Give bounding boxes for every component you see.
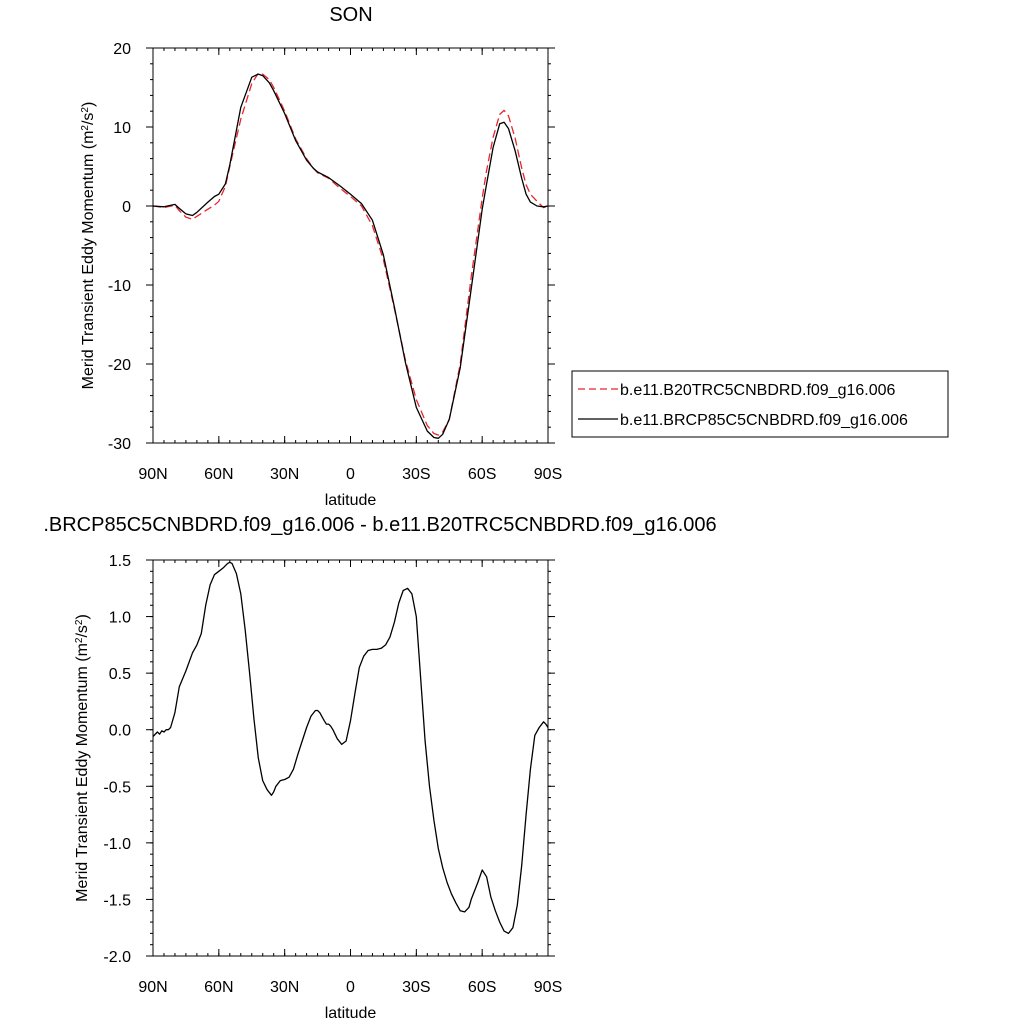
axis-ticks: 90N 60N 30N 0 30S 60S 90S 20 10 0 -10 -20 -30 bbox=[108, 41, 562, 483]
x-tick-label: 30S bbox=[402, 466, 430, 483]
x-tick-label: 30N bbox=[270, 979, 299, 996]
y-axis-label: Merid Transient Eddy Momentum (m2/s2) bbox=[74, 614, 92, 902]
y-tick-label: 20 bbox=[113, 41, 131, 58]
series-line-1 bbox=[152, 561, 549, 935]
x-tick-label: 90S bbox=[534, 466, 562, 483]
bottom-chart: .BRCP85C5CNBDRD.f09_g16.006 - b.e11.B20T… bbox=[43, 514, 716, 1022]
x-tick-label: 90S bbox=[534, 979, 562, 996]
chart-title: .BRCP85C5CNBDRD.f09_g16.006 - b.e11.B20T… bbox=[43, 514, 716, 536]
x-tick-label: 60N bbox=[204, 979, 233, 996]
x-tick-label: 30N bbox=[270, 466, 299, 483]
y-tick-label: -30 bbox=[108, 436, 131, 453]
y-tick-label: -20 bbox=[108, 357, 131, 374]
x-tick-label: 0 bbox=[346, 979, 355, 996]
y-tick-label: -10 bbox=[108, 278, 131, 295]
top-chart: SON 90N 60N 30N 0 30S 60S 90S 20 10 0 -10 -20 -30 la… bbox=[80, 4, 949, 509]
axis-ticks: 90N 60N 30N 0 30S 60S 90S 1.5 1.0 0.5 0.0 -0.5 -1.0 -… bbox=[103, 553, 562, 996]
chart-title: SON bbox=[329, 4, 372, 26]
x-tick-label: 90N bbox=[138, 979, 167, 996]
series-line-2 bbox=[152, 73, 549, 439]
x-tick-label: 60N bbox=[204, 466, 233, 483]
x-tick-label: 60S bbox=[468, 979, 496, 996]
x-axis-label: latitude bbox=[325, 1005, 377, 1022]
y-tick-label: 10 bbox=[113, 120, 131, 137]
x-tick-label: 30S bbox=[402, 979, 430, 996]
y-tick-label: 0.0 bbox=[109, 723, 131, 740]
series-lines bbox=[152, 561, 549, 935]
y-axis-label: Merid Transient Eddy Momentum (m2/s2) bbox=[80, 102, 98, 390]
y-tick-label: -0.5 bbox=[103, 779, 131, 796]
y-tick-label: 1.5 bbox=[109, 553, 131, 570]
x-tick-label: 90N bbox=[138, 466, 167, 483]
x-tick-label: 0 bbox=[346, 466, 355, 483]
y-tick-label: 0 bbox=[122, 199, 131, 216]
plot-frame bbox=[152, 559, 549, 957]
plot-frame bbox=[152, 47, 549, 444]
x-tick-label: 60S bbox=[468, 466, 496, 483]
y-tick-label: 1.0 bbox=[109, 610, 131, 627]
y-tick-label: 0.5 bbox=[109, 666, 131, 683]
legend: b.e11.B20TRC5CNBDRD.f09_g16.006 b.e11.BR… bbox=[571, 370, 949, 438]
series-lines bbox=[152, 72, 549, 439]
y-tick-label: -1.0 bbox=[103, 836, 131, 853]
series-line-1 bbox=[152, 72, 549, 436]
legend-label-series-1: b.e11.B20TRC5CNBDRD.f09_g16.006 bbox=[620, 382, 896, 399]
y-tick-label: -2.0 bbox=[103, 949, 131, 966]
legend-box bbox=[571, 370, 949, 438]
legend-label-series-2: b.e11.BRCP85C5CNBDRD.f09_g16.006 bbox=[620, 412, 908, 429]
y-tick-label: -1.5 bbox=[103, 892, 131, 909]
x-axis-label: latitude bbox=[325, 492, 377, 509]
